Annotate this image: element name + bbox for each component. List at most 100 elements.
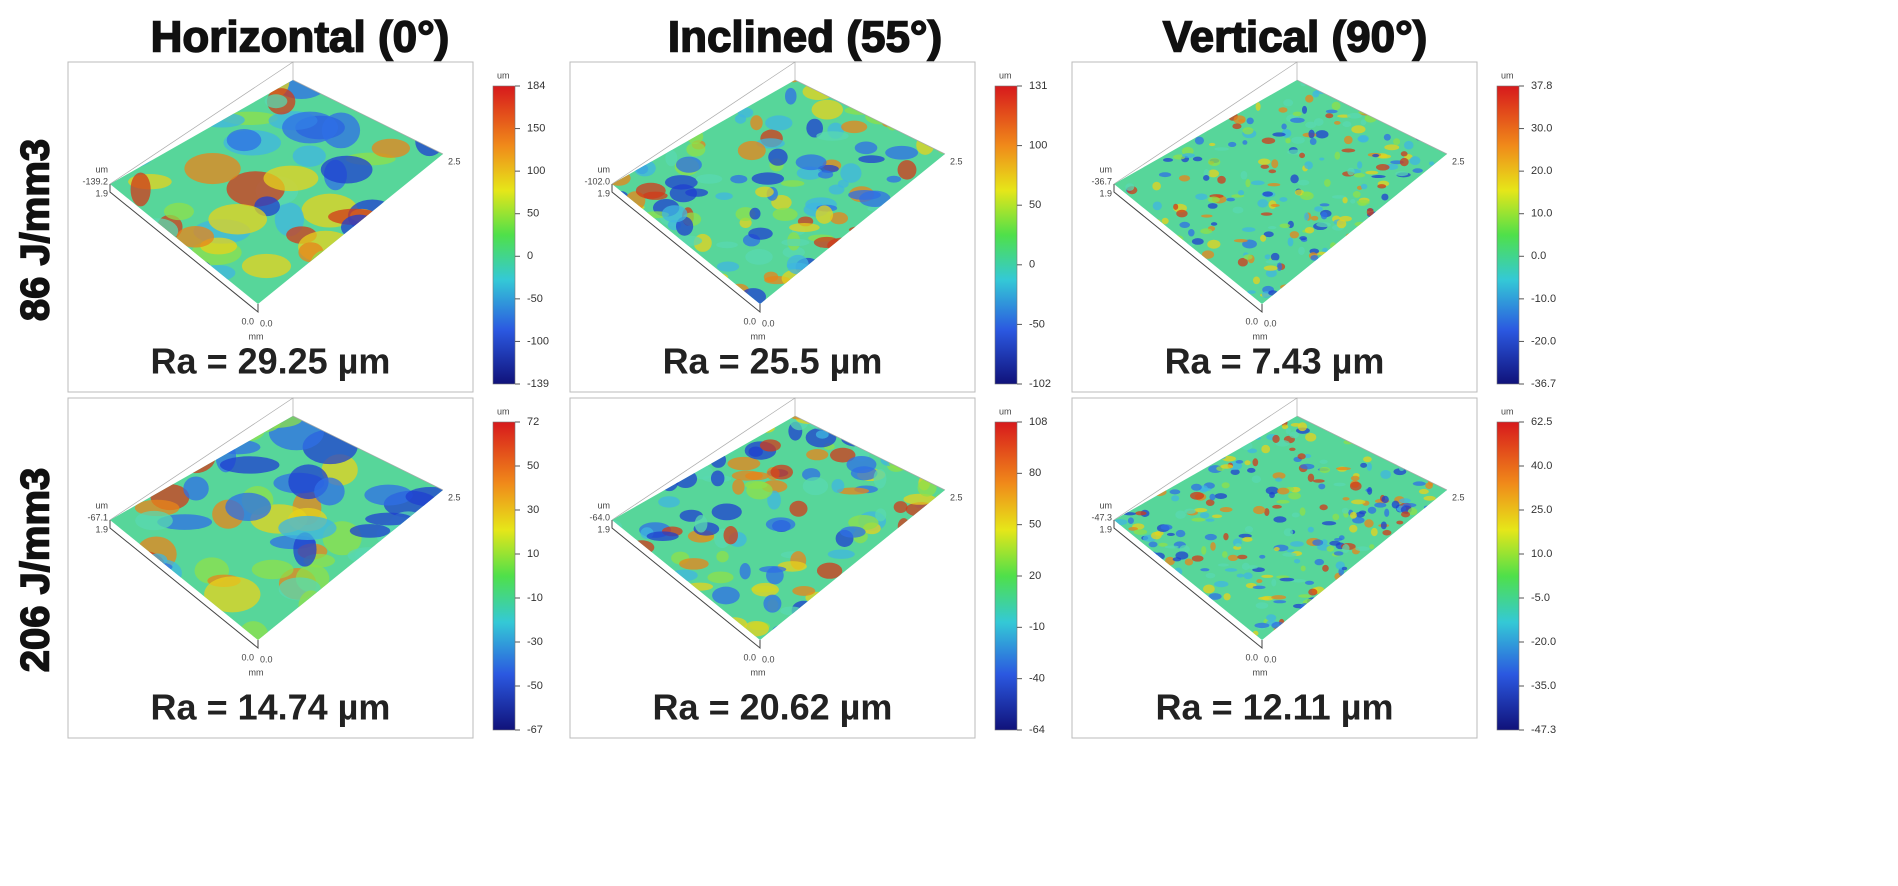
surface-panel: um -67.1 1.9 2.5 0.0 0.0 mm Ra = 14.74 µm um 72 50… xyxy=(67,397,543,739)
z-min: -139.2 xyxy=(82,176,108,186)
colorbar xyxy=(492,421,516,731)
xy-unit: mm xyxy=(1253,331,1268,341)
axis-line xyxy=(1113,61,1448,185)
colorbar-label: -40 xyxy=(1029,673,1045,685)
column-title: Inclined (55°) xyxy=(668,13,942,62)
y-end: 1.9 xyxy=(95,188,108,198)
colorbar-label: 20 xyxy=(1029,570,1041,582)
colorbar-label: -20.0 xyxy=(1531,335,1556,347)
x-end: 2.5 xyxy=(1452,156,1465,166)
colorbar-label: 72 xyxy=(527,416,539,428)
colorbar-label: -50 xyxy=(527,293,543,305)
axis-line xyxy=(1113,397,1448,521)
colorbar-label: 30 xyxy=(527,504,539,516)
colorbar xyxy=(994,421,1018,731)
colorbar-label: 131 xyxy=(1029,80,1047,92)
colorbar-label: -30 xyxy=(527,636,543,648)
roughness-label: Ra = 29.25 µm xyxy=(151,341,391,382)
colorbar-label: -20.0 xyxy=(1531,636,1556,648)
colorbar-label: 50 xyxy=(1029,199,1041,211)
roughness-label: Ra = 12.11 µm xyxy=(1156,687,1394,728)
roughness-label: Ra = 20.62 µm xyxy=(653,687,893,728)
colorbar-label: 62.5 xyxy=(1531,416,1552,428)
colorbar-label: 184 xyxy=(527,80,545,92)
surface-panel: um -64.0 1.9 2.5 0.0 0.0 mm Ra = 20.62 µm um 108 8… xyxy=(569,397,1047,739)
axis-line xyxy=(611,397,946,521)
colorbar-label: 50 xyxy=(527,208,539,220)
colorbar-label: -50 xyxy=(1029,318,1045,330)
surface-edge xyxy=(109,520,259,650)
colorbar-label: -10 xyxy=(1029,621,1045,633)
axis-line xyxy=(109,397,444,521)
surface-edge xyxy=(1113,184,1263,314)
colorbar-label: 108 xyxy=(1029,416,1047,428)
colorbar-label: 25.0 xyxy=(1531,504,1552,516)
surface-edge xyxy=(1113,520,1263,650)
colorbar-unit: um xyxy=(1501,70,1514,80)
colorbar-label: -10.0 xyxy=(1531,293,1556,305)
colorbar-label: -36.7 xyxy=(1531,378,1556,390)
surface-base xyxy=(1114,416,1447,640)
colorbar-label: -50 xyxy=(527,680,543,692)
roughness-label: Ra = 14.74 µm xyxy=(151,687,391,728)
colorbar-label: -5.0 xyxy=(1531,592,1550,604)
y-start: 0.0 xyxy=(1245,316,1258,326)
xy-unit: mm xyxy=(751,331,766,341)
colorbar-label: 100 xyxy=(527,165,545,177)
colorbar-unit: um xyxy=(497,406,510,416)
colorbar-label: 37.8 xyxy=(1531,80,1552,92)
z-min: -102.0 xyxy=(584,176,610,186)
z-min: -36.7 xyxy=(1091,176,1112,186)
colorbar-label: -67 xyxy=(527,724,543,736)
x-start: 0.0 xyxy=(260,318,273,328)
z-unit: um xyxy=(95,500,108,510)
x-start: 0.0 xyxy=(762,318,775,328)
column-title: Horizontal (0°) xyxy=(151,13,450,62)
z-unit: um xyxy=(597,500,610,510)
y-start: 0.0 xyxy=(241,316,254,326)
roughness-label: Ra = 7.43 µm xyxy=(1165,341,1385,382)
colorbar-label: -47.3 xyxy=(1531,724,1556,736)
row-label: 86 J/mm3 xyxy=(14,139,58,321)
xy-unit: mm xyxy=(249,667,264,677)
y-start: 0.0 xyxy=(743,316,756,326)
y-end: 1.9 xyxy=(1099,524,1112,534)
colorbar-label: 50 xyxy=(1029,519,1041,531)
x-start: 0.0 xyxy=(1264,654,1277,664)
colorbar xyxy=(1496,421,1520,731)
xy-unit: mm xyxy=(249,331,264,341)
y-end: 1.9 xyxy=(95,524,108,534)
z-unit: um xyxy=(95,164,108,174)
colorbar-label: 10.0 xyxy=(1531,208,1552,220)
axis-line xyxy=(611,61,946,185)
colorbar-unit: um xyxy=(497,70,510,80)
z-min: -47.3 xyxy=(1091,512,1112,522)
x-end: 2.5 xyxy=(950,156,963,166)
surface-edge xyxy=(611,520,761,650)
y-end: 1.9 xyxy=(597,188,610,198)
colorbar xyxy=(994,85,1018,385)
x-start: 0.0 xyxy=(260,654,273,664)
x-end: 2.5 xyxy=(448,492,461,502)
z-unit: um xyxy=(597,164,610,174)
x-start: 0.0 xyxy=(762,654,775,664)
colorbar-label: 50 xyxy=(527,460,539,472)
colorbar-label: 30.0 xyxy=(1531,122,1552,134)
colorbar xyxy=(1496,85,1520,385)
colorbar-label: -100 xyxy=(527,335,549,347)
x-end: 2.5 xyxy=(950,492,963,502)
colorbar-unit: um xyxy=(999,406,1012,416)
colorbar-unit: um xyxy=(999,70,1012,80)
x-end: 2.5 xyxy=(1452,492,1465,502)
colorbar-label: -139 xyxy=(527,378,549,390)
xy-unit: mm xyxy=(751,667,766,677)
axis-line xyxy=(109,61,444,185)
z-unit: um xyxy=(1099,500,1112,510)
colorbar xyxy=(492,85,516,385)
x-start: 0.0 xyxy=(1264,318,1277,328)
colorbar-label: 20.0 xyxy=(1531,165,1552,177)
